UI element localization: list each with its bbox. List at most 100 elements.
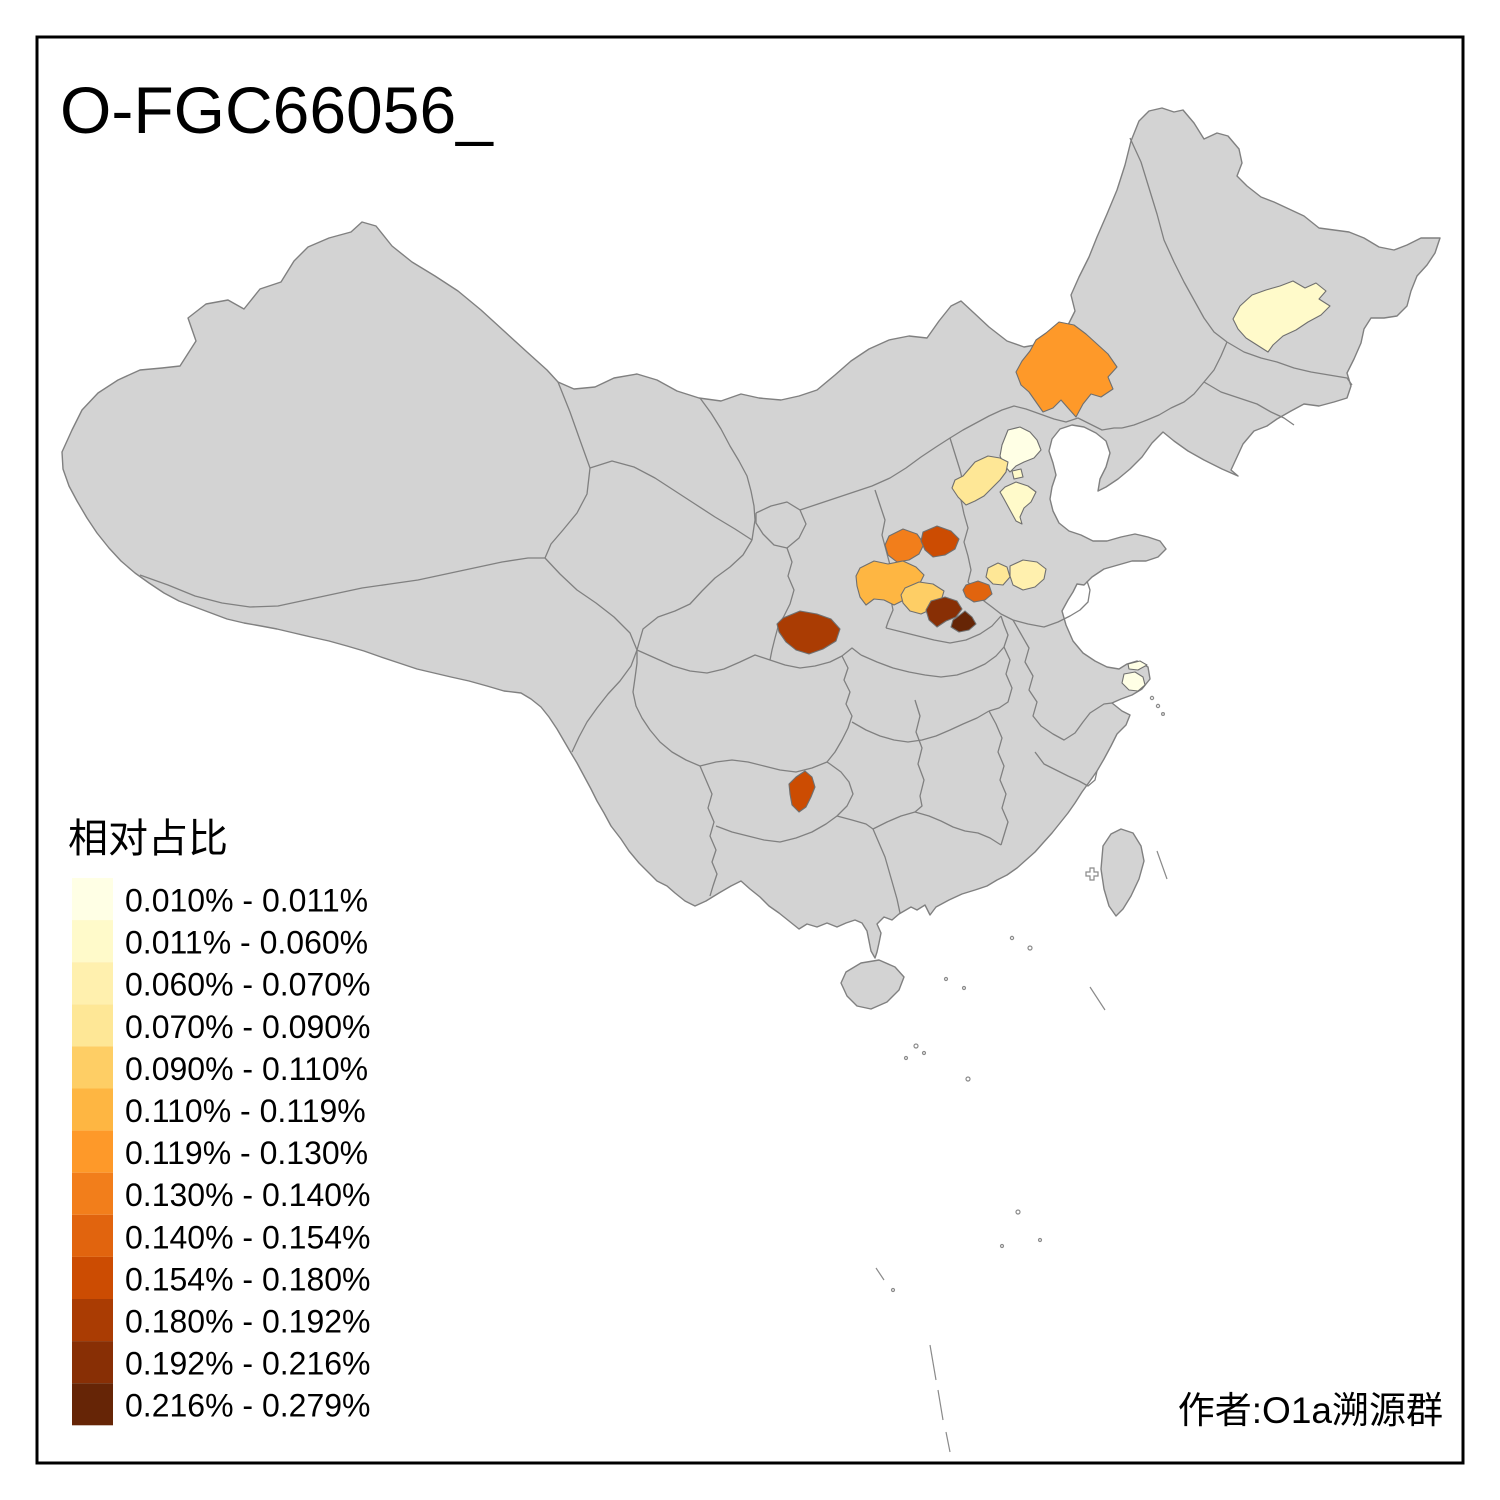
legend-swatch (72, 1256, 113, 1299)
prefecture-shanghai-north (1127, 660, 1148, 671)
islet (903, 1055, 909, 1061)
border-sichuan-east-south (632, 650, 853, 773)
legend-swatch (72, 920, 113, 963)
islet (1155, 703, 1161, 709)
legend-label: 0.060% - 0.070% (125, 967, 371, 1003)
border-ningxia (755, 501, 807, 549)
figure-border (35, 35, 1465, 1465)
islet-dash (1089, 986, 1106, 1011)
islet (913, 1043, 919, 1049)
islet (890, 1287, 896, 1293)
prefecture-henan-north (962, 580, 993, 603)
islet-dash (1156, 850, 1168, 880)
prefecture-tianjin-langfang (999, 481, 1037, 525)
islet-dash (937, 1389, 944, 1421)
legend-label: 0.119% - 0.130% (125, 1135, 368, 1171)
legend-swatch (72, 1088, 113, 1131)
islet-dash (875, 1267, 885, 1281)
prefecture-shanghai (1121, 671, 1146, 692)
border-tibet-north (139, 557, 545, 608)
border-yunnan-east (699, 765, 718, 897)
islet (1160, 711, 1165, 716)
islet (999, 1243, 1005, 1249)
legend-swatch (72, 1172, 113, 1215)
prefecture-tianjin-langfang-north (1011, 468, 1024, 480)
border-nanling (872, 811, 1002, 846)
legend-swatch (72, 1214, 113, 1257)
legend-label: 0.130% - 0.140% (125, 1177, 371, 1213)
border-shandong-west-south (967, 580, 1091, 628)
prefecture-shandong-west (985, 562, 1011, 586)
legend-label: 0.216% - 0.279% (125, 1388, 371, 1424)
border-guizhou-south (715, 761, 854, 843)
legend-label: 0.010% - 0.011% (125, 883, 368, 919)
legend-label: 0.011% - 0.060% (125, 925, 368, 961)
island-specks (875, 695, 1168, 1453)
border-guangxi-guangdong (836, 815, 901, 914)
legend-label: 0.192% - 0.216% (125, 1346, 371, 1382)
map-title: O-FGC66056_ (60, 73, 494, 147)
islet-dash (929, 1344, 937, 1381)
border-anhui-jiangsu (1012, 619, 1113, 741)
legend-label: 0.180% - 0.192% (125, 1304, 371, 1340)
prefecture-shanxi-west (884, 528, 925, 563)
author-credit: 作者:O1a溯源群 (1178, 1390, 1443, 1431)
border-jiangxi-fujian (988, 710, 1009, 846)
islet (1149, 695, 1155, 701)
border-zhejiang-fujian (1034, 751, 1098, 787)
colored-prefectures (776, 280, 1331, 813)
legend-label: 0.090% - 0.110% (125, 1051, 368, 1087)
legend-swatch (72, 1004, 113, 1047)
islet (1015, 1209, 1021, 1215)
border-innermongolia-south (799, 405, 1122, 511)
prefecture-hebei-west (951, 455, 1009, 506)
legend-swatch (72, 962, 113, 1005)
hainan-island (840, 959, 905, 1010)
border-heilongjiang-west (1129, 137, 1228, 343)
border-hunan-jiangxi (914, 699, 925, 813)
islet (965, 1076, 971, 1082)
islet (1009, 935, 1015, 941)
legend-swatch (72, 1299, 113, 1342)
prefecture-beijing (999, 426, 1042, 473)
legend-label: 0.110% - 0.119% (125, 1093, 366, 1129)
border-sichuan-north (636, 647, 862, 674)
islet-dash (945, 1431, 951, 1453)
islet (921, 1050, 927, 1056)
prefecture-henan-central (950, 610, 977, 633)
taiwan-island (1100, 828, 1145, 917)
legend-label: 0.154% - 0.180% (125, 1261, 371, 1297)
legend-swatch (72, 1046, 113, 1089)
border-hubei-hunan (851, 710, 990, 743)
border-anhui-west (988, 646, 1013, 712)
penghu-islet (1085, 867, 1099, 881)
prefecture-shanxi-south (920, 525, 960, 558)
legend: 相对占比 0.010% - 0.011% 0.011% - 0.060% 0.0… (68, 817, 371, 1426)
border-qinghai-east (636, 539, 753, 651)
legend-swatch (72, 1341, 113, 1384)
prefecture-guizhou (788, 770, 816, 813)
border-gansu-innermongolia (699, 397, 756, 541)
prefecture-inner-mongolia (1015, 321, 1118, 418)
province-borders (139, 137, 1353, 914)
border-innermongolia-east (1121, 341, 1228, 429)
legend-title: 相对占比 (68, 817, 228, 861)
legend-label: 0.140% - 0.154% (125, 1219, 371, 1255)
border-tibet-east (544, 557, 638, 753)
prefecture-henan-northwest (925, 596, 963, 628)
islet (1027, 945, 1033, 951)
legend-label: 0.070% - 0.090% (125, 1009, 371, 1045)
border-qinghai-north (589, 460, 753, 541)
border-henan-hubei (860, 615, 1009, 678)
border-jilin-liaoning (1203, 381, 1295, 426)
islet (943, 976, 949, 982)
mainland-outline (61, 107, 1441, 959)
china-map (61, 107, 1441, 1453)
border-gansu-shaanxi (769, 547, 795, 661)
border-heilongjiang-jilin (1226, 341, 1353, 386)
legend-swatch (72, 878, 113, 921)
border-shanxi-hebei (949, 437, 972, 583)
islet (1037, 1237, 1043, 1243)
